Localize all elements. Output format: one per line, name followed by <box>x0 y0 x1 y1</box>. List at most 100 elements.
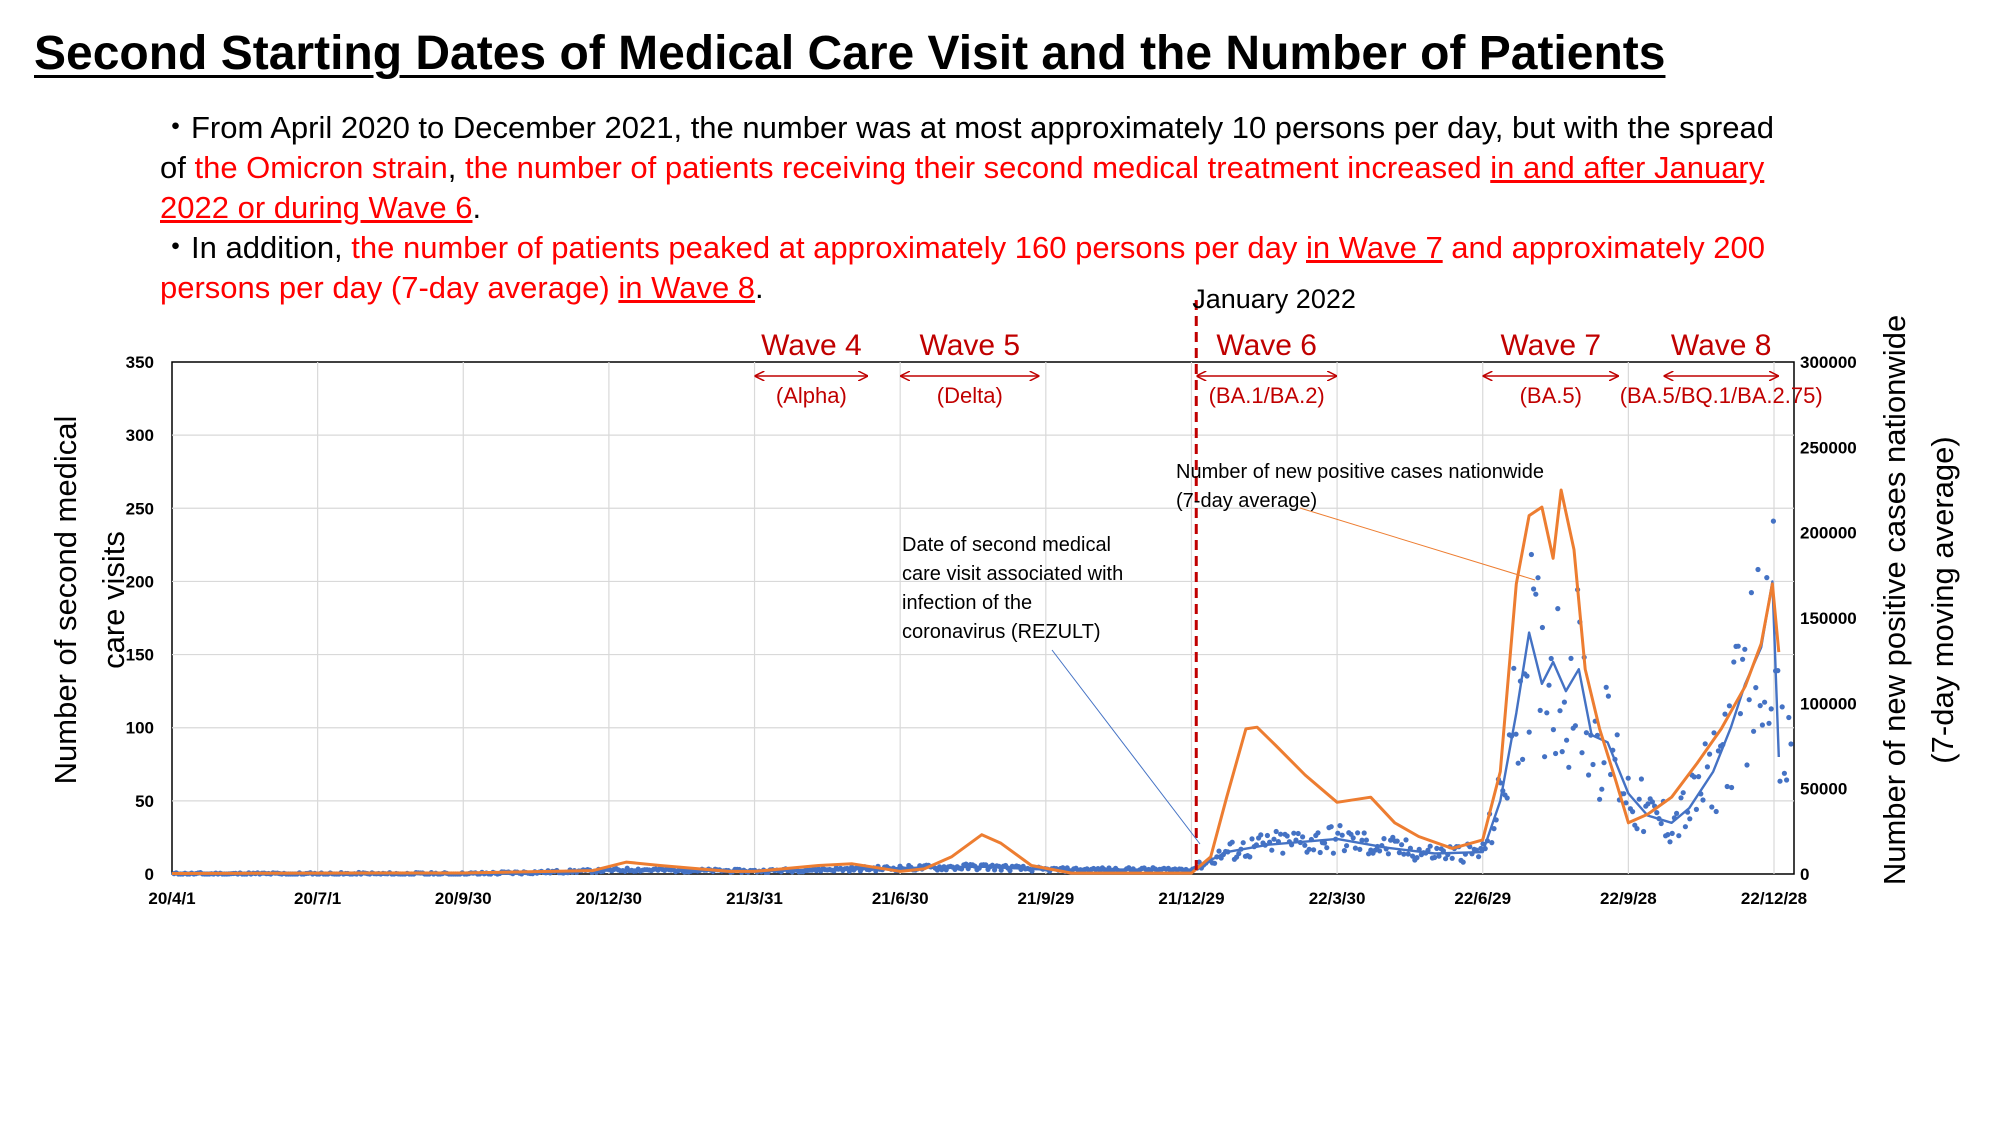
wave-strain-label: (Alpha) <box>776 383 847 408</box>
visits-point <box>1533 591 1539 597</box>
wave-label: Wave 6 <box>1216 329 1317 362</box>
visits-point <box>1724 783 1730 790</box>
visits-point <box>1339 832 1345 838</box>
visits-point <box>1687 816 1693 822</box>
visits-point <box>1707 751 1713 757</box>
visits-point <box>1524 673 1530 679</box>
bullet-2-text-4: and approximately 200 persons per day (7… <box>160 230 1765 305</box>
y2-tick-label: 50000 <box>1800 780 1847 799</box>
visits-annotation-line: Date of second medical <box>902 534 1111 556</box>
plot-area <box>171 361 1795 875</box>
visits-point <box>1414 855 1420 861</box>
visits-point <box>1625 775 1631 781</box>
visits-point <box>1669 830 1675 837</box>
visits-point <box>1568 655 1574 662</box>
y2-tick-label: 100000 <box>1800 694 1857 713</box>
visits-point <box>1390 834 1396 840</box>
bullet-2-text-1: ・In addition, <box>160 230 352 265</box>
visits-point <box>998 867 1004 873</box>
visits-point <box>1658 820 1664 827</box>
visits-annotation-line: care visit associated with <box>902 563 1123 585</box>
visits-point <box>1751 728 1757 734</box>
january-2022-label: January 2022 <box>1192 284 1356 314</box>
visits-point <box>963 861 969 867</box>
y2-tick-label: 250000 <box>1800 438 1857 457</box>
visits-point <box>1768 706 1774 712</box>
visits-point <box>1443 856 1449 862</box>
x-tick-label: 21/6/30 <box>872 889 929 908</box>
visits-point <box>1766 720 1772 726</box>
visits-point <box>1784 777 1790 783</box>
visits-point <box>1572 723 1578 729</box>
y-tick-label: 300 <box>126 426 154 445</box>
visits-point <box>1779 704 1785 710</box>
visits-point <box>1579 750 1585 756</box>
visits-point <box>1498 780 1504 786</box>
bullet-2-text-3: in Wave 7 <box>1306 230 1443 265</box>
visits-point <box>1601 760 1607 766</box>
visits-point <box>1240 840 1246 846</box>
visits-point <box>1676 833 1682 839</box>
y2-axis-label: Number of new positive cases nationwide (… <box>1877 315 1960 885</box>
visits-point <box>1520 756 1526 763</box>
visits-point <box>1216 848 1222 854</box>
y-tick-label: 50 <box>135 792 154 811</box>
visits-point <box>1735 643 1741 649</box>
visits-point <box>1432 854 1438 861</box>
visits-point <box>1542 754 1548 760</box>
visits-point <box>1491 826 1497 832</box>
y2-tick-label: 300000 <box>1800 353 1857 372</box>
y-axis-label: Number of second medical care visits <box>48 416 131 785</box>
visits-point <box>1759 722 1765 728</box>
visits-point <box>1762 699 1768 705</box>
visits-point <box>1781 770 1787 776</box>
visits-point <box>1713 808 1719 815</box>
visits-point <box>1460 859 1466 865</box>
visits-point <box>1212 860 1218 866</box>
visits-series-line <box>172 580 1780 876</box>
visits-point <box>1770 518 1776 524</box>
visits-point <box>1330 850 1336 856</box>
visits-point <box>1709 804 1715 810</box>
visits-point <box>1753 685 1759 691</box>
y-axis-label-line: care visits <box>96 531 131 669</box>
y2-axis-label-line: Number of new positive cases nationwide <box>1877 315 1912 885</box>
wave-strain-label: (Delta) <box>937 383 1003 408</box>
visits-point <box>1273 828 1279 835</box>
bullet-1-text-5: in and after January 2022 or during Wave… <box>160 150 1765 225</box>
visits-point <box>1561 699 1567 705</box>
visits-annotation-line: coronavirus (REZULT) <box>902 621 1101 643</box>
visits-annotation-leader <box>1051 649 1201 845</box>
visits-point <box>1696 774 1702 780</box>
visits-point <box>1597 796 1603 802</box>
visits-point <box>1410 853 1416 859</box>
visits-point <box>1515 760 1521 766</box>
visits-point <box>1682 824 1688 830</box>
visits-point <box>1546 682 1552 688</box>
visits-point <box>1359 837 1365 843</box>
bullet-1-text-1: ・From April 2020 to December 2021, the n… <box>160 110 1774 185</box>
bullet-1-text-2: the Omicron strain <box>194 150 448 185</box>
visits-point <box>1583 730 1589 736</box>
cases-annotation-line: Number of new positive cases nationwide <box>1176 461 1544 483</box>
visits-point <box>1788 741 1794 747</box>
visits-point <box>1740 656 1746 662</box>
visits-annotation: Date of second medical care visit associa… <box>902 534 1123 643</box>
wave-strain-label: (BA.1/BA.2) <box>1209 383 1325 408</box>
visits-point <box>1744 762 1750 768</box>
visits-point <box>1284 833 1290 839</box>
x-tick-label: 22/3/30 <box>1309 889 1366 908</box>
visits-point <box>1291 830 1297 836</box>
visits-point <box>1335 830 1341 836</box>
summary-bullets: ・From April 2020 to December 2021, the n… <box>160 108 1800 308</box>
wave-strain-label: (BA.5) <box>1520 383 1582 408</box>
visits-point <box>1405 851 1411 857</box>
visits-point <box>1247 854 1253 860</box>
visits-point <box>1641 828 1647 835</box>
visits-point <box>1599 786 1605 792</box>
visits-point <box>1317 849 1323 856</box>
visits-point <box>1315 830 1321 836</box>
visits-point <box>1363 837 1369 843</box>
visits-point <box>1476 854 1482 860</box>
y2-tick-label: 200000 <box>1800 524 1857 543</box>
